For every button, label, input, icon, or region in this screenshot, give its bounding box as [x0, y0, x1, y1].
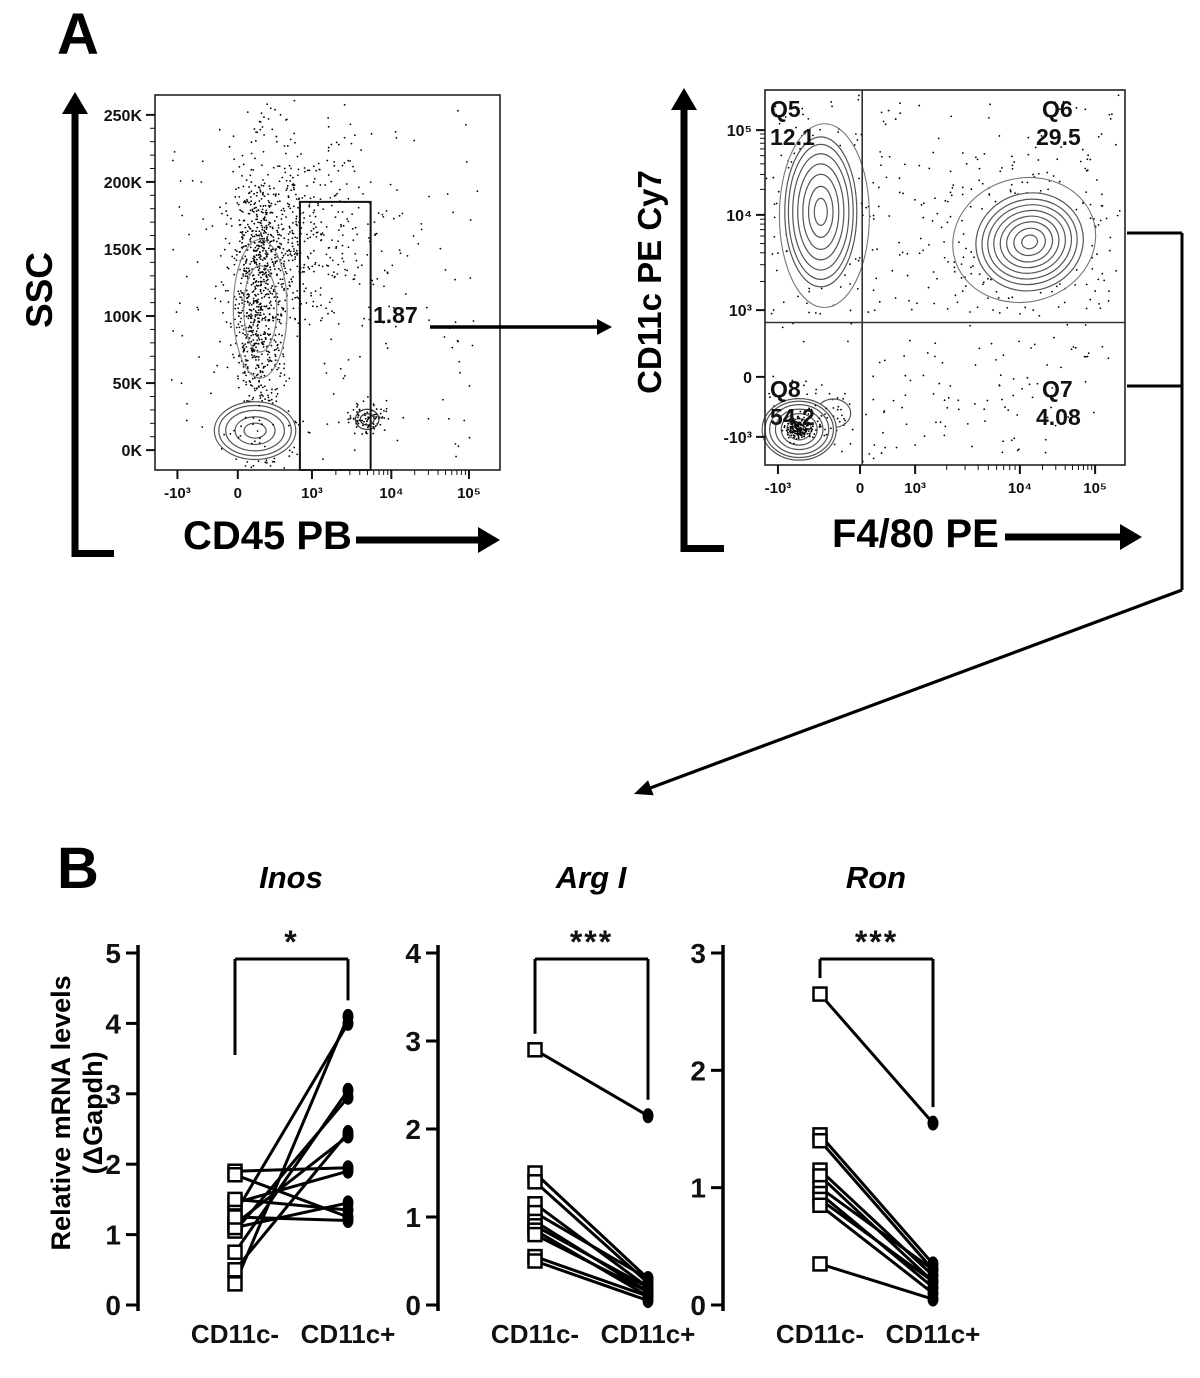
svg-text:3: 3 — [405, 1026, 421, 1057]
svg-text:10⁴: 10⁴ — [379, 485, 403, 502]
cd45-axis-label: CD45 PB — [183, 514, 352, 558]
panel-b-label: B — [57, 836, 99, 901]
mrna-axis-label-line1: Relative mRNA levels — [46, 975, 77, 1251]
svg-text:1: 1 — [405, 1202, 421, 1233]
svg-text:50K: 50K — [113, 376, 143, 393]
svg-text:0: 0 — [234, 485, 242, 502]
svg-text:2: 2 — [690, 1055, 706, 1086]
quadrant-q7-name: Q7 — [1042, 376, 1073, 402]
svg-text:5: 5 — [105, 938, 121, 969]
svg-text:0: 0 — [405, 1290, 421, 1321]
svg-text:0K: 0K — [122, 443, 143, 460]
svg-text:CD11c+: CD11c+ — [886, 1319, 981, 1349]
flow-plot-cd11c-vs-f480: 10⁵ 10⁴ 10³ 0 -10³ -10³ 0 10³ 10⁴ 10⁵ — [724, 89, 1126, 497]
svg-text:3: 3 — [690, 938, 706, 969]
gate-percentage-label: 1.87 — [373, 302, 418, 328]
svg-text:0: 0 — [105, 1290, 121, 1321]
f480-axis-label: F4/80 PE — [832, 512, 999, 556]
quadrant-q5-value: 12.1 — [770, 124, 815, 150]
svg-text:10⁵: 10⁵ — [1083, 480, 1107, 497]
svg-text:1: 1 — [690, 1173, 706, 1204]
svg-text:2: 2 — [105, 1149, 121, 1180]
svg-text:3: 3 — [105, 1079, 121, 1110]
quadrant-q5-name: Q5 — [770, 96, 801, 122]
svg-text:10⁵: 10⁵ — [457, 485, 481, 502]
svg-text:10³: 10³ — [301, 485, 323, 502]
svg-text:CD11c+: CD11c+ — [601, 1319, 696, 1349]
svg-text:-10³: -10³ — [724, 430, 752, 447]
quadrant-q6-value: 29.5 — [1036, 124, 1081, 150]
svg-text:CD11c-: CD11c- — [776, 1319, 864, 1349]
svg-text:0: 0 — [690, 1290, 706, 1321]
quadrant-q7-value: 4.08 — [1036, 404, 1081, 430]
svg-text:***: *** — [855, 924, 898, 960]
svg-text:CD11c-: CD11c- — [491, 1319, 579, 1349]
ssc-axis-label: SSC — [19, 251, 60, 329]
quadrant-q8-name: Q8 — [770, 376, 801, 402]
svg-text:CD11c-: CD11c- — [191, 1319, 279, 1349]
cd11c-axis-label: CD11c PE Cy7 — [631, 170, 668, 394]
paired-plot-inos: 0 1 2 3 4 5 * CD11c- CD11c+ — [105, 924, 396, 1349]
svg-text:-10³: -10³ — [164, 485, 191, 502]
svg-text:10⁴: 10⁴ — [726, 208, 752, 225]
flow-plot-ssc-vs-cd45: 250K 200K 150K 100K 50K 0K -10³ 0 10³ 10⁴ 10⁵ — [104, 94, 501, 502]
svg-text:10³: 10³ — [729, 303, 752, 320]
svg-text:250K: 250K — [104, 108, 143, 125]
svg-text:4: 4 — [105, 1008, 121, 1039]
svg-text:10⁴: 10⁴ — [1008, 480, 1032, 497]
chart-title-inos: Inos — [259, 860, 323, 895]
svg-text:2: 2 — [405, 1114, 421, 1145]
svg-text:100K: 100K — [104, 309, 143, 326]
svg-text:4: 4 — [405, 938, 421, 969]
svg-text:10³: 10³ — [904, 480, 926, 497]
svg-text:1: 1 — [105, 1220, 121, 1251]
svg-text:0: 0 — [743, 370, 752, 387]
paired-plot-argI: 0 1 2 3 4 *** CD11c- CD11c+ — [405, 924, 696, 1349]
svg-text:CD11c+: CD11c+ — [301, 1319, 396, 1349]
quadrant-q8-value: 54.2 — [770, 404, 815, 430]
quadrant-q6-name: Q6 — [1042, 96, 1073, 122]
chart-title-argI: Arg I — [555, 860, 627, 895]
chart-title-ron: Ron — [845, 860, 907, 895]
svg-text:10⁵: 10⁵ — [727, 123, 752, 140]
svg-text:***: *** — [570, 924, 613, 960]
svg-text:*: * — [284, 924, 298, 960]
svg-text:200K: 200K — [104, 175, 143, 192]
svg-text:-10³: -10³ — [765, 480, 792, 497]
panel-a-label: A — [57, 2, 99, 67]
svg-text:0: 0 — [856, 480, 864, 497]
svg-text:150K: 150K — [104, 242, 143, 259]
paired-plot-ron: 0 1 2 3 *** CD11c- CD11c+ — [690, 924, 981, 1349]
